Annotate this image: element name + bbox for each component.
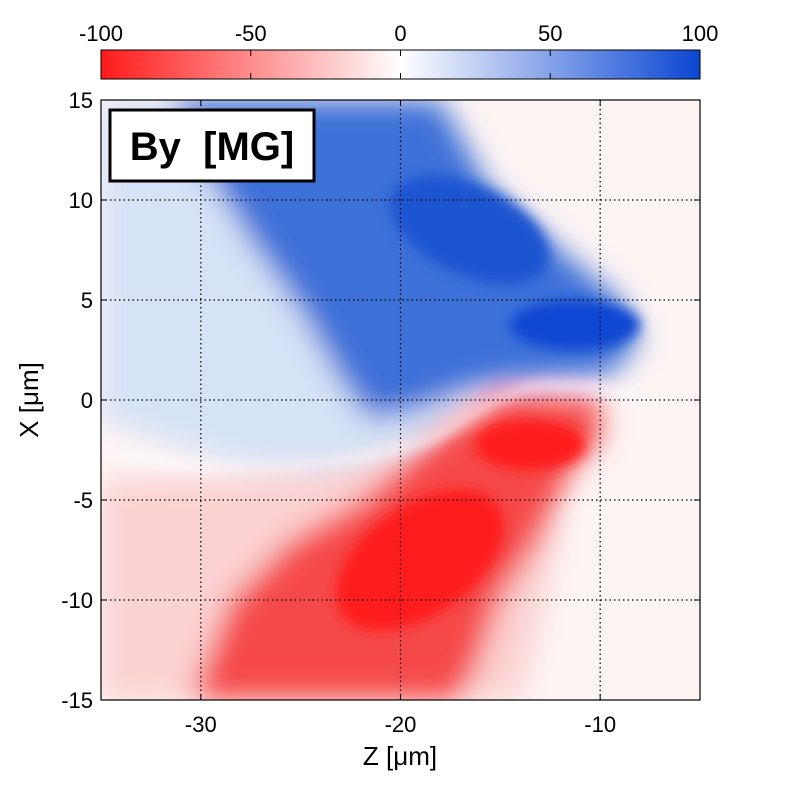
y-tick-label: 15	[69, 88, 93, 113]
colorbar-tick-label: -50	[235, 21, 267, 46]
colorbar: -100 -50 0 50 100	[79, 21, 718, 80]
colorbar-tick-label: -100	[79, 21, 123, 46]
y-axis-ticks: 15 10 5 0 -5 -10 -15	[61, 88, 700, 713]
positive-core	[390, 175, 550, 285]
y-tick-label: -10	[61, 588, 93, 613]
y-tick-label: 5	[81, 288, 93, 313]
y-tick-label: 10	[69, 188, 93, 213]
positive-core-2	[510, 300, 640, 350]
y-axis-label: X [μm]	[14, 362, 44, 438]
x-tick-label: -10	[584, 712, 616, 737]
y-tick-label: -15	[61, 688, 93, 713]
x-axis-ticks: -30 -20 -10	[185, 100, 616, 737]
colorbar-tick-label: 50	[538, 21, 562, 46]
negative-core	[336, 489, 504, 631]
inset-title-frame	[108, 108, 316, 183]
x-axis-label: Z [μm]	[363, 741, 437, 771]
x-tick-label: -30	[185, 712, 217, 737]
y-tick-label: 0	[81, 388, 93, 413]
grid	[101, 100, 700, 700]
x-tick-label: -20	[385, 712, 417, 737]
y-tick-label: -5	[73, 488, 93, 513]
inset-title-box: By [MG]	[108, 108, 316, 183]
zero-contour	[119, 383, 641, 470]
colorbar-ticks: -100 -50 0 50 100	[79, 21, 718, 79]
inset-title: By [MG]	[130, 125, 294, 169]
colorbar-tick-label: 0	[394, 21, 406, 46]
colorbar-tick-label: 100	[682, 21, 719, 46]
negative-core-2	[475, 420, 585, 470]
